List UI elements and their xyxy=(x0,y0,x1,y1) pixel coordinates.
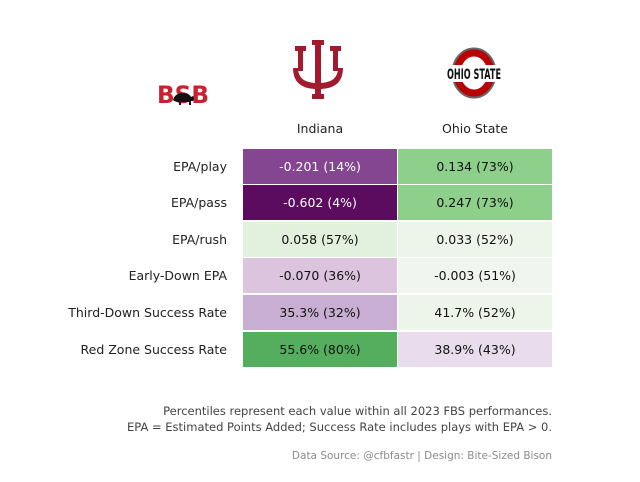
row-label-third-down-success-rate: Third-Down Success Rate xyxy=(68,305,227,320)
column-header-ohio-state: Ohio State xyxy=(442,121,508,136)
cell-indiana-epa-play: -0.201 (14%) xyxy=(243,149,397,184)
cell-indiana-third-down-success-rate: 35.3% (32%) xyxy=(243,295,397,330)
row-label-red-zone-success-rate: Red Zone Success Rate xyxy=(80,342,227,357)
cell-ohio-state-third-down-success-rate: 41.7% (52%) xyxy=(398,295,552,330)
cell-ohio-state-epa-rush: 0.033 (52%) xyxy=(398,222,552,257)
cell-ohio-state-early-down-epa: -0.003 (51%) xyxy=(398,258,552,293)
row-label-early-down-epa: Early-Down EPA xyxy=(128,268,227,283)
cell-indiana-early-down-epa: -0.070 (36%) xyxy=(243,258,397,293)
footnote-epa-definition: EPA = Estimated Points Added; Success Ra… xyxy=(127,420,552,434)
ohio-state-logo-text: OHIO STATE xyxy=(447,67,501,83)
cell-ohio-state-epa-play: 0.134 (73%) xyxy=(398,149,552,184)
row-label-epa-play: EPA/play xyxy=(173,159,227,174)
indiana-trident-logo xyxy=(293,40,343,99)
credit-line: Data Source: @cfbfastr | Design: Bite-Si… xyxy=(291,450,552,462)
bison-icon xyxy=(173,93,194,105)
cell-indiana-epa-rush: 0.058 (57%) xyxy=(243,222,397,257)
bsb-logo: BSB xyxy=(157,81,209,109)
cell-indiana-epa-pass: -0.602 (4%) xyxy=(243,185,397,220)
row-label-epa-pass: EPA/pass xyxy=(170,195,227,210)
ohio-state-logo: OHIO STATE xyxy=(446,47,502,99)
cell-ohio-state-red-zone-success-rate: 38.9% (43%) xyxy=(398,332,552,367)
cell-ohio-state-epa-pass: 0.247 (73%) xyxy=(398,185,552,220)
cell-indiana-red-zone-success-rate: 55.6% (80%) xyxy=(243,332,397,367)
row-label-epa-rush: EPA/rush xyxy=(172,232,227,247)
column-header-indiana: Indiana xyxy=(296,121,344,136)
footnote-percentiles: Percentiles represent each value within … xyxy=(163,404,552,418)
